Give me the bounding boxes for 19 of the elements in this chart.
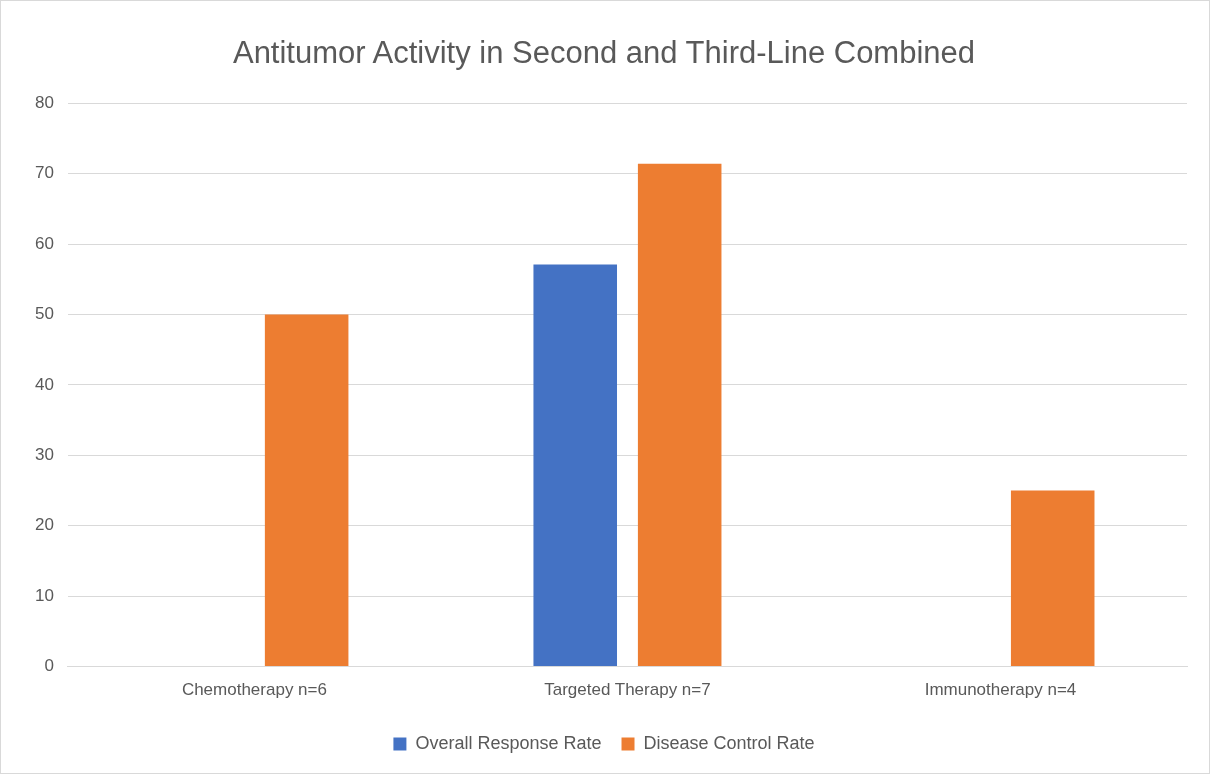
y-tick-label: 0 xyxy=(44,656,54,676)
y-tick-label: 40 xyxy=(34,374,54,394)
x-tick-label: Immunotherapy n=4 xyxy=(924,680,1077,700)
x-tick-label: Chemotherapy n=6 xyxy=(181,680,327,700)
bar xyxy=(533,264,618,667)
y-tick-label: 80 xyxy=(34,92,54,112)
legend-label: Disease Control Rate xyxy=(643,732,815,753)
y-tick-label: 50 xyxy=(34,304,54,324)
bar xyxy=(1010,490,1095,667)
y-tick-label: 30 xyxy=(34,445,54,465)
y-tick-label: 70 xyxy=(34,163,54,183)
y-tick-label: 10 xyxy=(34,585,54,605)
bar xyxy=(637,163,722,667)
y-tick-label: 60 xyxy=(34,233,54,253)
y-tick-label: 20 xyxy=(34,515,54,535)
legend-label: Overall Response Rate xyxy=(415,732,602,753)
x-tick-label: Targeted Therapy n=7 xyxy=(544,680,711,700)
chart-title: Antitumor Activity in Second and Third-Line Combined xyxy=(232,35,976,71)
bar xyxy=(264,314,349,667)
